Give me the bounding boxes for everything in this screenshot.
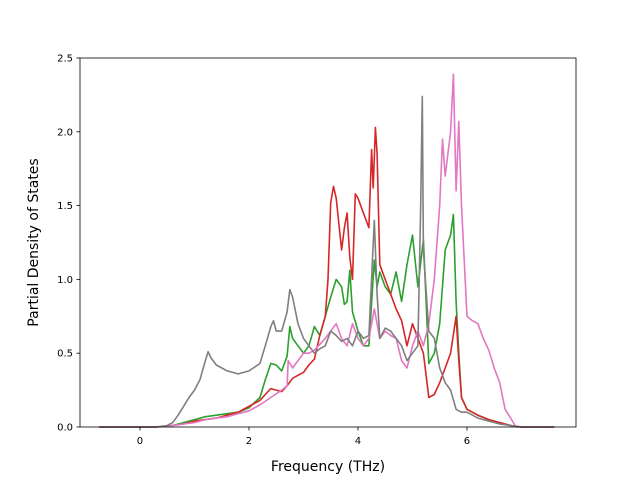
x-tick-label: 6 bbox=[464, 436, 470, 447]
series-layer bbox=[99, 73, 555, 428]
y-tick-label: 2.5 bbox=[57, 54, 73, 65]
y-tick-label: 2.0 bbox=[57, 127, 73, 138]
tick-layer: 0 2 4 6 0.0 0.5 1.0 1.5 2.0 2.5 bbox=[57, 54, 470, 448]
y-axis-label: Partial Density of States bbox=[26, 158, 42, 326]
x-tick-label: 4 bbox=[355, 436, 361, 447]
y-tick-label: 1.0 bbox=[57, 275, 73, 286]
series-line-1 bbox=[99, 213, 555, 428]
y-tick-label: 0.0 bbox=[57, 423, 73, 434]
y-tick-label: 0.5 bbox=[57, 349, 73, 360]
x-axis-label: Frequency (THz) bbox=[271, 459, 385, 475]
plot-frame bbox=[79, 57, 577, 428]
x-tick-label: 0 bbox=[137, 436, 143, 447]
y-tick-label: 1.5 bbox=[57, 201, 73, 212]
x-tick-label: 2 bbox=[246, 436, 252, 447]
series-line-2 bbox=[99, 126, 555, 428]
series-line-4 bbox=[99, 95, 555, 428]
